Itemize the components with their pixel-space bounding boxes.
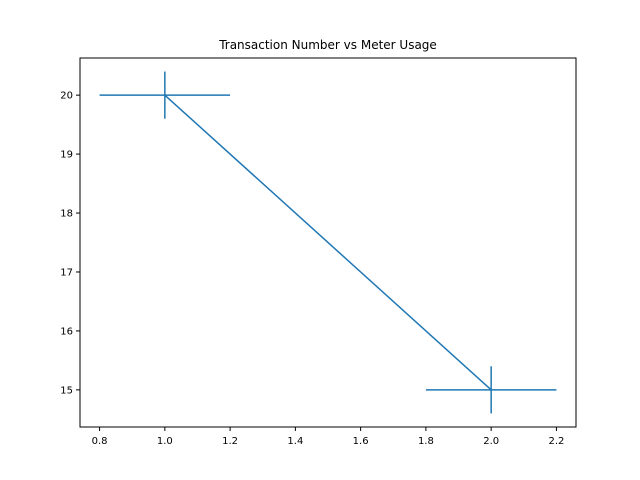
- x-tick-label: 1.6: [353, 436, 369, 447]
- x-tick-label: 1.0: [157, 436, 173, 447]
- plot-frame: [79, 57, 577, 428]
- y-tick-label: 19: [60, 150, 73, 161]
- y-tick-label: 16: [60, 326, 73, 337]
- axes: 0.8 1.0 1.2 1.4 1.6 1.8 2.0 2.2 15 16 17 18 19 20: [60, 91, 564, 447]
- y-tick-label: 15: [60, 385, 73, 396]
- x-tick-label: 1.2: [222, 436, 238, 447]
- y-tick-label: 18: [60, 209, 73, 220]
- chart-title: Transaction Number vs Meter Usage: [218, 38, 437, 52]
- x-tick-label: 2.0: [483, 436, 499, 447]
- y-tick-label: 20: [60, 91, 73, 102]
- plot-marks: [99, 71, 557, 414]
- x-tick-label: 1.8: [418, 436, 434, 447]
- x-tick-label: 1.4: [287, 436, 303, 447]
- y-tick-label: 17: [60, 267, 73, 278]
- x-tick-label: 0.8: [92, 436, 108, 447]
- series-line: [164, 94, 492, 391]
- x-tick-label: 2.2: [548, 436, 564, 447]
